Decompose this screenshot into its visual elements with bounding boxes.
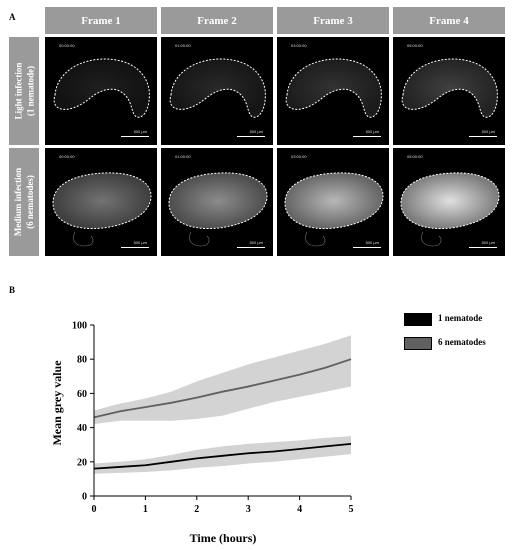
legend-swatch-2	[404, 337, 432, 350]
series-line-2	[93, 358, 352, 419]
panel-a-letter: A	[9, 12, 16, 22]
row-label-line2: (1 nematode)	[25, 65, 36, 117]
timestamp: 01:00:00	[175, 154, 191, 159]
y-tick-label: 80	[77, 355, 87, 366]
timestamp: 00:00:00	[59, 43, 75, 48]
micrograph-r1-c1: 00:00:00 500 µm	[45, 37, 157, 145]
y-tick-label: 40	[77, 423, 87, 434]
scale-bar	[353, 136, 381, 137]
x-tick-label: 4	[297, 504, 302, 515]
scale-bar	[237, 247, 265, 248]
y-tick-label: 0	[82, 492, 87, 503]
scale-bar-label: 500 µm	[481, 129, 495, 134]
legend-label-2: 6 nematodes	[438, 337, 486, 347]
scale-bar-label: 500 µm	[249, 129, 263, 134]
row-label-2: Medium infection (6 nematodes)	[9, 148, 39, 256]
timestamp: 00:00:00	[59, 154, 75, 159]
scale-bar-label: 500 µm	[365, 129, 379, 134]
x-tick-label: 2	[194, 504, 199, 515]
timestamp: 05:00:00	[407, 154, 423, 159]
micrograph-r2-c4: 05:00:00 500 µm	[393, 148, 505, 256]
x-tick-label: 3	[246, 504, 251, 515]
y-tick-label: 20	[77, 457, 87, 468]
micrograph-r1-c4: 05:00:00 500 µm	[393, 37, 505, 145]
legend-label-1: 1 nematode	[438, 313, 483, 323]
larva-outline	[53, 58, 150, 118]
frame-header-4: Frame 4	[393, 7, 505, 34]
larva-outline	[169, 58, 266, 118]
larva-outline	[400, 172, 500, 247]
scale-bar	[237, 136, 265, 137]
micrograph-r1-c2: 01:00:00 500 µm	[161, 37, 273, 145]
larva-outline	[284, 172, 384, 247]
scale-bar	[469, 136, 497, 137]
larva-outline	[168, 172, 268, 247]
scale-bar-label: 500 µm	[365, 240, 379, 245]
x-axis-label: Time (hours)	[190, 531, 257, 545]
series-band-2	[94, 335, 351, 425]
timestamp: 03:00:00	[291, 154, 307, 159]
y-tick-label: 100	[72, 321, 87, 332]
scale-bar	[353, 247, 381, 248]
row-label-line1: Light infection	[13, 62, 24, 120]
scale-bar-label: 500 µm	[481, 240, 495, 245]
larva-outline	[401, 58, 498, 118]
x-tick-label: 5	[349, 504, 354, 515]
larva-outline	[285, 58, 382, 118]
timestamp: 03:00:00	[291, 43, 307, 48]
row-label-1: Light infection (1 nematode)	[9, 37, 39, 145]
scale-bar	[121, 247, 149, 248]
row-label-line1: Medium infection	[13, 167, 23, 237]
x-tick-label: 0	[92, 504, 97, 515]
scale-bar-label: 500 µm	[133, 240, 147, 245]
scale-bar-label: 500 µm	[249, 240, 263, 245]
legend-swatch-1	[404, 313, 432, 326]
micrograph-r1-c3: 03:00:00 500 µm	[277, 37, 389, 145]
x-tick-label: 1	[143, 504, 148, 515]
micrograph-r2-c3: 03:00:00 500 µm	[277, 148, 389, 256]
line-chart: 0 20 40 60 80 100 0 1 2 3 4 5 Mean grey value Time …	[50, 321, 354, 546]
series-line-1	[93, 442, 352, 470]
micrograph-r2-c2: 01:00:00 500 µm	[161, 148, 273, 256]
scale-bar	[121, 136, 149, 137]
y-axis-label: Mean grey value	[50, 360, 64, 446]
y-tick-label: 60	[77, 389, 87, 400]
frame-header-1: Frame 1	[45, 7, 157, 34]
timestamp: 01:00:00	[175, 43, 191, 48]
frame-header-3: Frame 3	[277, 7, 389, 34]
panel-b-letter: B	[9, 285, 16, 295]
frame-header-2: Frame 2	[161, 7, 273, 34]
scale-bar-label: 500 µm	[133, 129, 147, 134]
larva-outline	[52, 172, 152, 247]
scale-bar	[469, 247, 497, 248]
micrograph-r2-c1: 00:00:00 500 µm	[45, 148, 157, 256]
row-label-line2: (6 nematodes)	[25, 175, 35, 229]
timestamp: 05:00:00	[407, 43, 423, 48]
